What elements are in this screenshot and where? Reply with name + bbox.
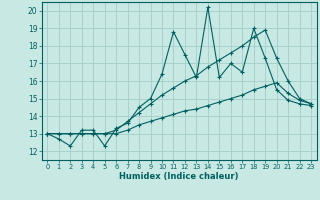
X-axis label: Humidex (Indice chaleur): Humidex (Indice chaleur) xyxy=(119,172,239,181)
